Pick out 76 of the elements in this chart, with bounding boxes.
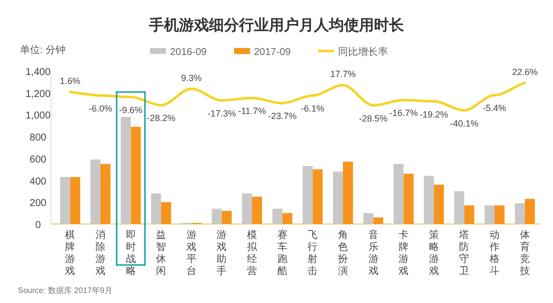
y-tick-label: 0 bbox=[35, 220, 42, 231]
legend-label: 2016-09 bbox=[170, 47, 208, 58]
x-tick-label: 棋牌游戏 bbox=[65, 229, 76, 277]
source-note: Source: 数据库 2017年9月 bbox=[18, 286, 112, 295]
data-label: -28.5% bbox=[359, 113, 388, 124]
bar bbox=[302, 166, 313, 224]
data-label: 17.7% bbox=[330, 69, 356, 80]
y-tick-label: 800 bbox=[30, 132, 47, 144]
bar bbox=[524, 198, 535, 224]
y-tick-label: 1,000 bbox=[25, 110, 51, 122]
x-tick-label: 塔防守卫 bbox=[458, 229, 470, 277]
x-tick-label: 飞行射击 bbox=[308, 230, 318, 277]
data-label: -6.0% bbox=[88, 103, 112, 114]
text: 单位: 分钟 bbox=[20, 44, 66, 56]
y-tick-label: 600 bbox=[30, 154, 47, 166]
bar bbox=[70, 177, 80, 224]
data-label: -19.2% bbox=[420, 109, 448, 120]
y-tick-label: 1,400 bbox=[25, 67, 51, 78]
bar bbox=[464, 205, 474, 224]
data-label: -5.4% bbox=[482, 103, 506, 114]
x-tick-label: 即时战略 bbox=[126, 230, 136, 277]
bar bbox=[120, 116, 131, 224]
x-tick-label: 益智休闲 bbox=[156, 229, 166, 277]
chart-title: 手机游戏细分行业用户月人均使用时长 bbox=[148, 16, 405, 34]
bar bbox=[242, 193, 252, 224]
bar bbox=[151, 193, 162, 224]
data-label: -6.1% bbox=[300, 104, 324, 114]
x-tick-label: 音乐游戏 bbox=[368, 229, 378, 277]
data-label: -28.2% bbox=[146, 113, 176, 124]
bar bbox=[363, 213, 374, 224]
data-label: -11.7% bbox=[238, 106, 266, 116]
bar bbox=[424, 176, 434, 224]
x-tick-label: 卡牌游戏 bbox=[398, 229, 409, 277]
x-tick-label: 消除游戏 bbox=[95, 229, 106, 277]
y-tick-label: 200 bbox=[30, 198, 47, 210]
bar bbox=[90, 160, 100, 224]
bar bbox=[161, 202, 172, 224]
bar bbox=[312, 169, 323, 224]
bar bbox=[494, 205, 505, 224]
bar bbox=[282, 213, 292, 224]
bar bbox=[373, 217, 384, 224]
x-tick-label: 游戏平台 bbox=[186, 229, 196, 277]
bar bbox=[454, 191, 464, 224]
x-tick-label: 赛车跑酷 bbox=[277, 229, 288, 277]
bar bbox=[60, 177, 70, 224]
bar bbox=[404, 174, 414, 224]
y-tick-label: 1,200 bbox=[25, 88, 51, 100]
x-tick-label: 角色扮演 bbox=[336, 229, 348, 277]
legend-label: 同比增长率 bbox=[338, 46, 388, 58]
bar bbox=[514, 203, 525, 224]
bar bbox=[212, 208, 222, 224]
bar bbox=[252, 196, 262, 224]
bar bbox=[342, 162, 353, 224]
bar bbox=[434, 184, 444, 224]
data-label: -23.7% bbox=[268, 111, 297, 122]
bar bbox=[272, 208, 282, 224]
data-label: 1.6% bbox=[60, 76, 80, 86]
data-label: -16.7% bbox=[389, 108, 418, 118]
bar bbox=[130, 126, 141, 224]
bar bbox=[100, 164, 110, 224]
data-label: -40.1% bbox=[450, 118, 478, 128]
bar bbox=[484, 205, 495, 224]
x-tick-label: 动作格斗 bbox=[488, 230, 500, 277]
data-label: -17.3% bbox=[207, 108, 236, 118]
data-label: 22.6% bbox=[512, 66, 538, 77]
legend-label: 2017-09 bbox=[254, 47, 292, 58]
data-label: 9.3% bbox=[181, 72, 202, 83]
x-tick-label: 游戏助手 bbox=[216, 229, 227, 277]
bar bbox=[222, 210, 232, 224]
x-tick-label: 策略游戏 bbox=[428, 229, 439, 277]
y-tick-label: 400 bbox=[30, 176, 47, 188]
x-tick-label: 体育竞技 bbox=[518, 229, 530, 277]
data-label: -9.6% bbox=[119, 105, 143, 116]
bar bbox=[332, 172, 343, 224]
x-tick-label: 模拟经营 bbox=[247, 229, 258, 277]
bar bbox=[394, 164, 404, 224]
